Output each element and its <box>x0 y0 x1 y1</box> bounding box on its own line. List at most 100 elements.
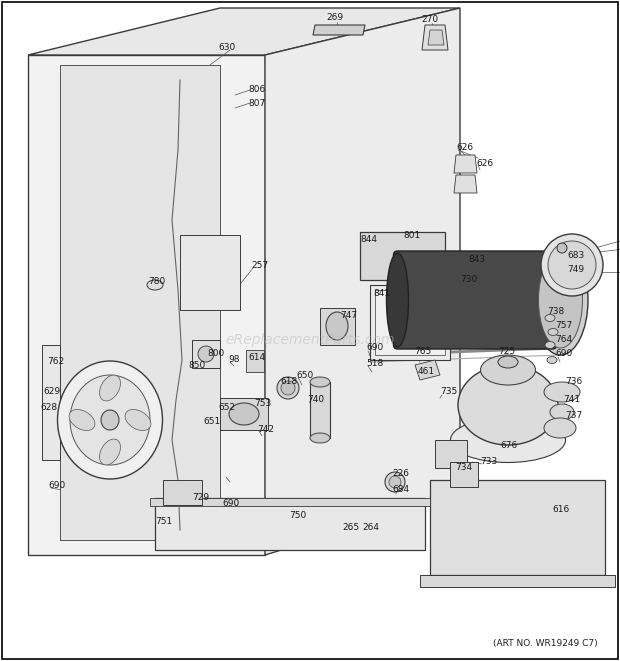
Text: 765: 765 <box>414 348 432 356</box>
Polygon shape <box>450 462 478 487</box>
Text: 735: 735 <box>440 387 458 397</box>
Text: 98: 98 <box>228 356 239 364</box>
Text: 684: 684 <box>392 485 409 494</box>
Polygon shape <box>265 8 460 555</box>
Text: 650: 650 <box>296 371 313 379</box>
Text: 676: 676 <box>500 442 517 451</box>
Text: 801: 801 <box>403 231 420 241</box>
Text: 725: 725 <box>498 348 515 356</box>
Text: 749: 749 <box>567 266 584 274</box>
Text: 729: 729 <box>192 494 209 502</box>
Polygon shape <box>375 290 445 355</box>
Polygon shape <box>422 25 448 50</box>
Text: 626: 626 <box>476 159 493 167</box>
Text: 616: 616 <box>552 506 569 514</box>
Polygon shape <box>42 345 60 460</box>
Text: 750: 750 <box>289 512 306 520</box>
Ellipse shape <box>100 439 120 465</box>
Polygon shape <box>192 340 220 368</box>
Text: 807: 807 <box>248 98 265 108</box>
Ellipse shape <box>125 410 151 430</box>
Text: 736: 736 <box>565 377 582 387</box>
Text: (ART NO. WR19249 C7): (ART NO. WR19249 C7) <box>494 639 598 648</box>
Text: 753: 753 <box>254 399 272 407</box>
Ellipse shape <box>533 245 588 355</box>
Text: 800: 800 <box>207 348 224 358</box>
Ellipse shape <box>498 356 518 368</box>
Text: 780: 780 <box>148 276 166 286</box>
Polygon shape <box>420 575 615 587</box>
Polygon shape <box>28 8 460 55</box>
Text: 626: 626 <box>456 143 473 153</box>
Text: 806: 806 <box>248 85 265 95</box>
Text: 265: 265 <box>342 522 359 531</box>
Text: 614: 614 <box>248 354 265 362</box>
Polygon shape <box>454 175 477 193</box>
Text: 257: 257 <box>251 260 268 270</box>
Ellipse shape <box>310 377 330 387</box>
Text: 741: 741 <box>563 395 580 405</box>
Polygon shape <box>454 155 477 173</box>
Ellipse shape <box>70 375 150 465</box>
Polygon shape <box>180 235 240 310</box>
Text: 738: 738 <box>547 307 564 317</box>
Text: 690: 690 <box>222 500 239 508</box>
Ellipse shape <box>545 315 555 321</box>
Text: 629: 629 <box>43 387 60 397</box>
Ellipse shape <box>389 476 401 488</box>
Polygon shape <box>313 25 365 35</box>
Ellipse shape <box>451 418 565 463</box>
Text: 270: 270 <box>422 15 438 24</box>
Ellipse shape <box>547 356 557 364</box>
Polygon shape <box>28 55 265 555</box>
Polygon shape <box>150 498 430 506</box>
Ellipse shape <box>557 243 567 253</box>
Text: 841: 841 <box>373 290 390 299</box>
Text: 628: 628 <box>40 403 57 412</box>
Polygon shape <box>370 285 450 360</box>
Ellipse shape <box>541 234 603 296</box>
Text: 762: 762 <box>47 358 64 366</box>
Ellipse shape <box>539 252 583 348</box>
Polygon shape <box>428 30 444 45</box>
Ellipse shape <box>544 382 580 402</box>
Text: 461: 461 <box>418 368 435 377</box>
Ellipse shape <box>100 375 120 401</box>
Text: 764: 764 <box>555 336 572 344</box>
Ellipse shape <box>198 346 214 362</box>
Text: 651: 651 <box>203 418 220 426</box>
Text: 747: 747 <box>340 311 357 319</box>
Text: 742: 742 <box>257 424 274 434</box>
Polygon shape <box>430 480 605 575</box>
Polygon shape <box>415 360 440 380</box>
Ellipse shape <box>545 342 555 348</box>
Ellipse shape <box>229 403 259 425</box>
Text: 690: 690 <box>48 481 65 490</box>
Ellipse shape <box>58 361 162 479</box>
Polygon shape <box>320 308 355 345</box>
Ellipse shape <box>277 377 299 399</box>
Polygon shape <box>155 498 425 550</box>
Text: 690: 690 <box>366 344 383 352</box>
Text: eReplacementParts.com: eReplacementParts.com <box>225 333 395 347</box>
Polygon shape <box>163 480 202 505</box>
Text: 683: 683 <box>567 251 584 260</box>
Text: 850: 850 <box>188 362 205 371</box>
Ellipse shape <box>310 433 330 443</box>
Text: 269: 269 <box>327 13 343 22</box>
Text: 757: 757 <box>555 321 572 330</box>
Text: 740: 740 <box>307 395 324 405</box>
Ellipse shape <box>147 280 163 290</box>
Polygon shape <box>310 382 330 438</box>
Text: 737: 737 <box>565 412 582 420</box>
Polygon shape <box>435 440 467 468</box>
Ellipse shape <box>386 253 409 347</box>
Text: 226: 226 <box>392 469 409 479</box>
Text: 618: 618 <box>280 377 297 385</box>
Text: 843: 843 <box>468 254 485 264</box>
Ellipse shape <box>548 241 596 289</box>
Polygon shape <box>60 65 220 540</box>
Ellipse shape <box>101 410 119 430</box>
Text: 734: 734 <box>455 463 472 471</box>
Ellipse shape <box>326 312 348 340</box>
